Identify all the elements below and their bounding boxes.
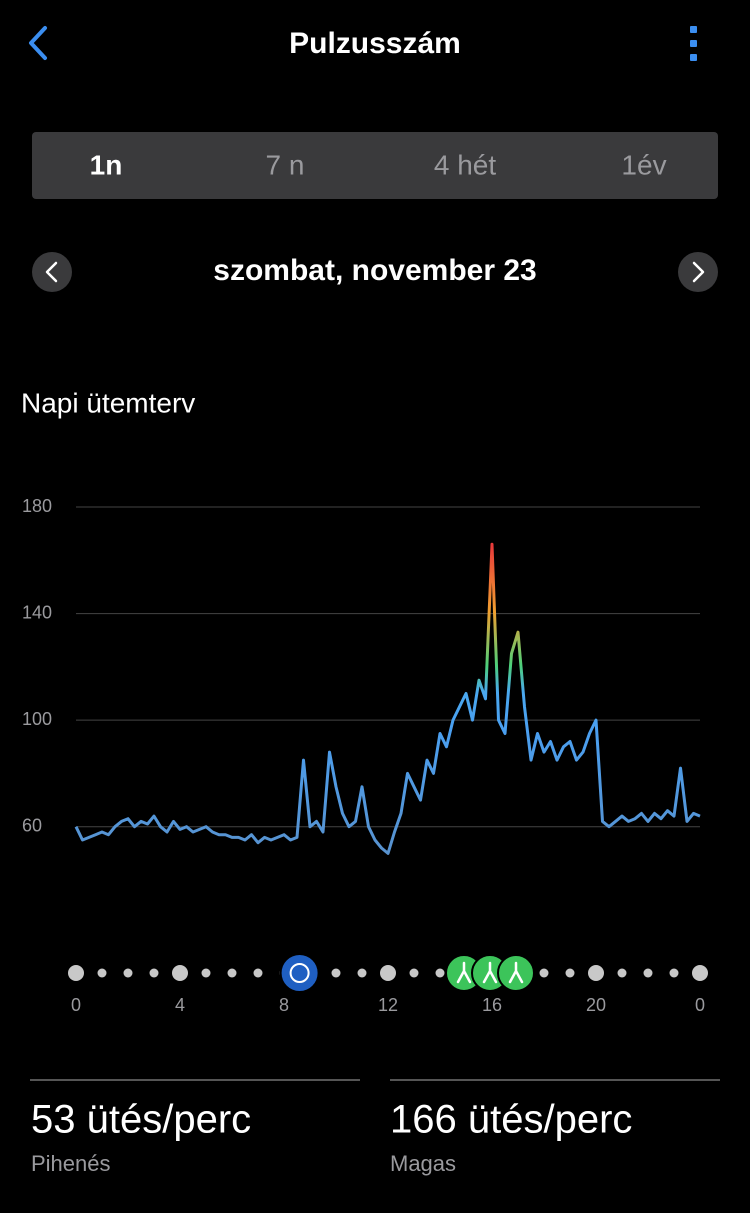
timeline-dot [565,968,575,978]
stat-label: Pihenés [31,1151,111,1176]
timeline-dot [123,968,133,978]
stat-value: 53 ütés/perc [31,1098,251,1142]
heart-rate-chart: 60 100 140 180 0 4 8 12 16 20 0 [22,496,708,1015]
tab[interactable]: 4 hét [434,149,496,180]
timeline-dot [617,968,627,978]
activity-icon-figure [508,961,524,984]
next-day-button[interactable] [678,252,718,292]
sleep-icon-face [289,963,310,983]
timeline-dot [380,965,396,981]
x-tick-label: 20 [586,995,606,1015]
timeline-dot [435,968,445,978]
timeline-dot [539,968,549,978]
y-tick-label: 100 [22,709,52,729]
tab[interactable]: 1n [90,149,123,180]
timeline-dot [68,965,84,981]
timeline-dot [409,968,419,978]
timeline-dot [357,968,367,978]
timeline-dot [253,968,263,978]
stat-value: 166 ütés/perc [390,1098,632,1142]
activity-icon-figure [456,961,472,984]
timeline-dot [227,968,237,978]
y-tick-label: 60 [22,815,42,835]
header-title: Pulzusszám [289,27,461,60]
prev-day-button[interactable] [32,252,72,292]
section-title: Napi ütemterv [21,387,195,418]
x-tick-label: 0 [695,995,705,1015]
timeline-dot [588,965,604,981]
tab-bar [32,132,718,199]
x-tick-label: 0 [71,995,81,1015]
heart-rate-line [74,542,701,855]
y-tick-label: 180 [22,496,52,516]
timeline-dot [669,968,679,978]
x-tick-label: 12 [378,995,398,1015]
x-tick-label: 4 [175,995,185,1015]
sleep-icon [279,953,320,993]
back-button[interactable] [29,26,47,60]
timeline-dot [172,965,188,981]
date-label: szombat, november 23 [213,254,536,287]
x-tick-label: 8 [279,995,289,1015]
timeline-dot [692,965,708,981]
timeline-dot [149,968,159,978]
timeline-dot [201,968,211,978]
timeline-dot [331,968,341,978]
timeline-dot [97,968,107,978]
y-tick-label: 140 [22,602,52,622]
timeline-dot [643,968,653,978]
activity-icon-figure [482,961,498,984]
tab[interactable]: 1év [621,149,666,180]
x-tick-label: 16 [482,995,502,1015]
tab[interactable]: 7 n [266,149,305,180]
stat-label: Magas [390,1151,456,1176]
menu-button[interactable] [690,26,697,61]
